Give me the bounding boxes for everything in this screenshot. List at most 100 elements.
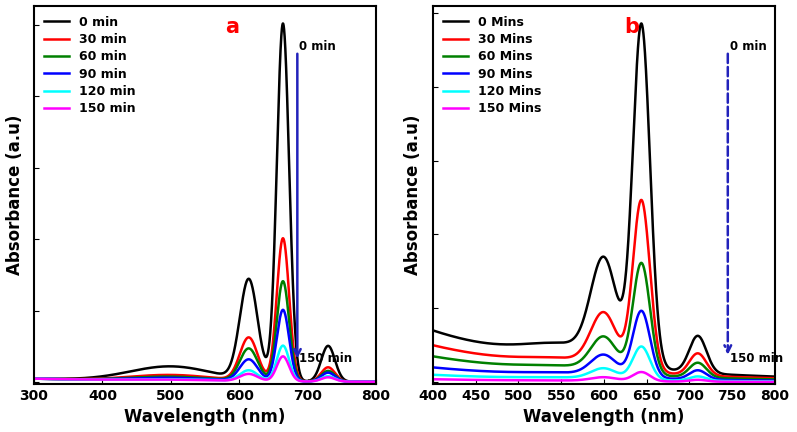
120 min [278, 343, 288, 348]
90 Mins [637, 308, 646, 313]
Y-axis label: Absorbance (a.u): Absorbance (a.u) [404, 114, 422, 275]
30 Mins [428, 343, 438, 348]
60 min [29, 376, 39, 381]
60 min [175, 374, 185, 379]
90 min [88, 377, 98, 382]
120 min [371, 379, 381, 384]
150 min [328, 375, 337, 381]
30 min [371, 379, 381, 384]
0 min [371, 379, 381, 384]
90 min [69, 377, 78, 382]
120 min [364, 379, 374, 384]
Line: 30 Mins: 30 Mins [433, 200, 775, 378]
120 min [328, 375, 337, 380]
120 Mins [697, 375, 707, 380]
Text: 0 min: 0 min [300, 40, 336, 53]
30 Mins [446, 346, 455, 352]
150 Mins [760, 379, 770, 384]
60 min [328, 370, 337, 375]
0 Mins [637, 21, 646, 26]
90 min [160, 375, 170, 380]
0 min [328, 350, 337, 355]
90 Mins [595, 353, 604, 358]
Line: 60 Mins: 60 Mins [433, 263, 775, 379]
Text: a: a [226, 17, 240, 37]
60 Mins [637, 260, 646, 265]
30 min [69, 376, 78, 381]
60 min [364, 379, 374, 384]
30 Mins [760, 375, 770, 381]
60 Mins [428, 354, 438, 359]
120 Mins [760, 379, 770, 384]
120 Mins [446, 373, 455, 378]
150 min [29, 376, 39, 381]
30 Mins [760, 375, 770, 381]
120 min [88, 377, 98, 382]
120 min [69, 377, 78, 382]
150 Mins [697, 378, 707, 383]
90 min [29, 376, 39, 381]
30 min [328, 368, 337, 373]
150 Mins [446, 377, 455, 382]
0 Mins [760, 374, 770, 379]
30 Mins [595, 312, 604, 317]
120 Mins [585, 370, 595, 375]
150 min [371, 379, 381, 384]
Text: 150 min: 150 min [300, 352, 352, 365]
90 min [328, 372, 337, 377]
0 Mins [697, 338, 707, 343]
30 Mins [637, 197, 646, 203]
120 min [160, 377, 170, 382]
Line: 30 min: 30 min [34, 238, 376, 382]
0 min [175, 364, 185, 369]
0 min [29, 376, 39, 381]
Text: 0 min: 0 min [730, 40, 767, 53]
120 Mins [428, 372, 438, 378]
90 Mins [446, 366, 455, 372]
Text: b: b [624, 17, 639, 37]
0 min [160, 364, 170, 369]
90 Mins [760, 378, 770, 383]
120 Mins [760, 379, 770, 384]
90 min [371, 379, 381, 384]
150 Mins [428, 377, 438, 382]
90 min [278, 307, 288, 312]
0 min [278, 21, 288, 26]
150 min [69, 377, 78, 382]
0 Mins [446, 333, 455, 338]
Line: 0 Mins: 0 Mins [433, 23, 775, 377]
150 min [175, 377, 185, 382]
X-axis label: Wavelength (nm): Wavelength (nm) [523, 408, 685, 426]
150 min [160, 377, 170, 382]
30 min [175, 372, 185, 378]
150 Mins [770, 379, 779, 384]
Line: 150 Mins: 150 Mins [433, 372, 775, 382]
Line: 90 min: 90 min [34, 310, 376, 382]
30 min [88, 376, 98, 381]
Line: 90 Mins: 90 Mins [433, 311, 775, 381]
150 Mins [760, 379, 770, 384]
90 Mins [770, 378, 779, 383]
Line: 120 min: 120 min [34, 346, 376, 382]
60 min [160, 374, 170, 379]
0 Mins [770, 374, 779, 379]
60 Mins [446, 356, 455, 362]
120 min [175, 377, 185, 382]
Line: 120 Mins: 120 Mins [433, 346, 775, 381]
90 Mins [760, 378, 770, 383]
120 Mins [637, 344, 646, 349]
60 min [278, 279, 288, 284]
90 min [175, 375, 185, 381]
Line: 0 min: 0 min [34, 23, 376, 382]
120 Mins [770, 379, 779, 384]
150 min [88, 377, 98, 382]
90 Mins [697, 369, 707, 374]
60 Mins [760, 377, 770, 382]
Text: 150 min: 150 min [730, 352, 783, 365]
60 Mins [595, 335, 604, 340]
0 Mins [428, 328, 438, 333]
60 Mins [585, 346, 595, 352]
60 min [371, 379, 381, 384]
Y-axis label: Absorbance (a.u): Absorbance (a.u) [6, 114, 24, 275]
0 min [69, 376, 78, 381]
